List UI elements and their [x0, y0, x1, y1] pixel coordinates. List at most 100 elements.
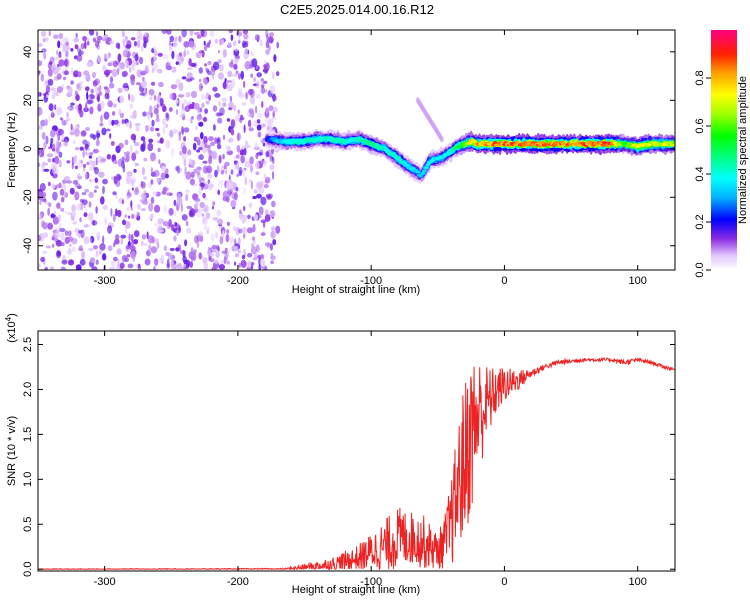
noise-blob	[140, 136, 146, 142]
noise-blob	[181, 76, 187, 80]
noise-blob	[115, 208, 118, 217]
noise-blob	[113, 242, 116, 248]
noise-blob	[153, 169, 160, 178]
noise-blob	[224, 170, 228, 175]
noise-blob	[59, 188, 65, 196]
noise-blob	[216, 209, 222, 217]
noise-blob	[232, 225, 237, 232]
noise-blob	[261, 160, 268, 164]
noise-blob	[222, 190, 229, 199]
noise-blob	[45, 37, 49, 42]
noise-blob	[174, 36, 178, 42]
noise-blob	[94, 177, 99, 183]
noise-blob	[210, 141, 215, 147]
noise-blob	[238, 36, 241, 43]
noise-blob	[170, 148, 174, 158]
noise-blob	[186, 205, 193, 210]
noise-blob	[64, 230, 69, 236]
noise-blob	[222, 153, 225, 160]
noise-blob	[125, 151, 131, 157]
noise-blob	[271, 200, 276, 208]
noise-blob	[269, 210, 276, 218]
noise-blob	[95, 250, 99, 258]
y-tick-label: 1.5	[22, 427, 34, 442]
noise-blob	[204, 63, 207, 67]
noise-blob	[178, 35, 182, 43]
noise-blob	[71, 246, 76, 253]
noise-blob	[64, 119, 69, 124]
noise-blob	[238, 228, 243, 234]
noise-blob	[169, 40, 171, 47]
noise-blob	[242, 30, 249, 35]
noise-blob	[234, 261, 237, 266]
noise-blob	[157, 229, 164, 233]
noise-blob	[189, 30, 194, 37]
noise-blob	[106, 153, 111, 160]
noise-blob	[202, 165, 209, 174]
noise-blob	[251, 58, 258, 68]
noise-blob	[83, 224, 90, 228]
noise-blob	[87, 147, 90, 152]
noise-blob	[181, 152, 188, 161]
ridge-spur	[439, 136, 444, 143]
noise-blob	[42, 192, 46, 199]
noise-blob	[204, 197, 208, 201]
noise-blob	[232, 48, 239, 52]
noise-blob	[54, 226, 60, 231]
noise-blob	[228, 42, 232, 48]
noise-blob	[154, 223, 158, 227]
noise-blob	[165, 251, 170, 257]
y-tick-label: 2.0	[22, 382, 34, 397]
y-tick-label: -20	[22, 189, 34, 205]
noise-blob	[242, 169, 245, 178]
noise-blob	[203, 262, 209, 270]
noise-blob	[46, 153, 54, 158]
noise-blob	[62, 37, 69, 44]
noise-blob	[136, 40, 141, 48]
noise-blob	[262, 68, 269, 73]
noise-blob	[258, 206, 264, 216]
noise-blob	[141, 166, 145, 176]
noise-blob	[261, 100, 264, 109]
noise-blob	[51, 183, 56, 188]
noise-blob	[248, 179, 252, 183]
x-tick-label: 100	[629, 576, 647, 588]
noise-blob	[51, 243, 55, 248]
noise-blob	[58, 159, 62, 168]
noise-blob	[88, 155, 93, 159]
noise-blob	[118, 175, 122, 181]
noise-blob	[171, 224, 175, 232]
noise-blob	[93, 167, 97, 171]
noise-blob	[126, 194, 131, 200]
noise-blob	[109, 76, 114, 83]
noise-blob	[201, 50, 205, 58]
noise-blob	[111, 68, 118, 78]
noise-blob	[39, 199, 42, 206]
noise-blob	[186, 50, 190, 55]
noise-blob	[74, 128, 80, 137]
noise-blob	[201, 102, 205, 109]
noise-blob	[228, 61, 234, 68]
noise-blob	[263, 183, 269, 189]
noise-blob	[55, 240, 63, 247]
noise-blob	[256, 119, 261, 124]
noise-blob	[135, 82, 141, 86]
noise-blob	[52, 62, 57, 69]
ridge-blob	[288, 141, 294, 145]
noise-blob	[208, 39, 212, 45]
noise-blob	[261, 123, 266, 128]
noise-blob	[125, 244, 131, 250]
noise-blob	[82, 35, 87, 42]
noise-blob	[116, 248, 122, 255]
noise-blob	[265, 49, 270, 55]
noise-blob	[226, 80, 232, 83]
noise-blob	[126, 60, 129, 69]
noise-blob	[75, 94, 80, 102]
noise-blob	[169, 247, 175, 252]
noise-blob	[244, 48, 249, 55]
noise-blob	[79, 217, 82, 223]
noise-blob	[178, 82, 184, 91]
noise-blob	[188, 104, 195, 109]
noise-blob	[132, 255, 136, 263]
